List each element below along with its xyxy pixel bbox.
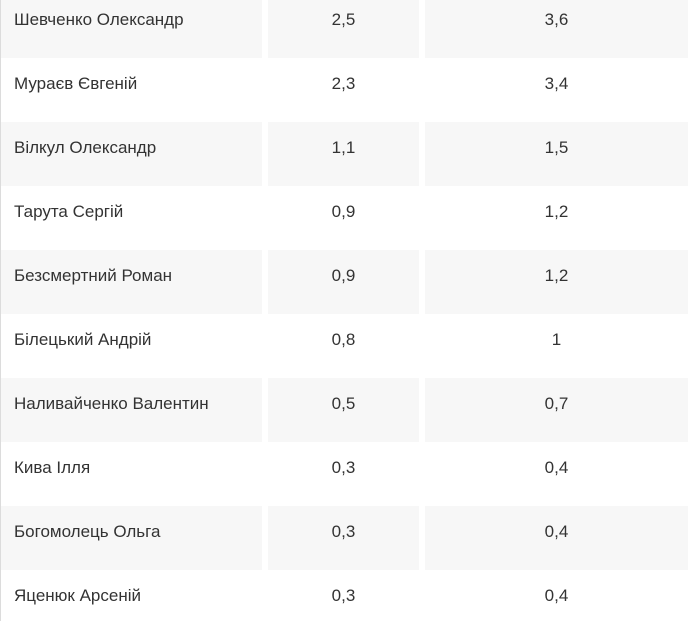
politician-name: Безсмертний Роман (1, 250, 262, 314)
table-row: Яценюк Арсеній 0,3 0,4 (1, 570, 688, 621)
rating-value-1: 0,3 (268, 442, 419, 506)
table-row: Кива Ілля 0,3 0,4 (1, 442, 688, 506)
table-row: Тарута Сергій 0,9 1,2 (1, 186, 688, 250)
table-row: Білецький Андрій 0,8 1 (1, 314, 688, 378)
table-row: Богомолець Ольга 0,3 0,4 (1, 506, 688, 570)
rating-value-1: 0,9 (268, 186, 419, 250)
table-row: Наливайченко Валентин 0,5 0,7 (1, 378, 688, 442)
rating-value-2: 0,4 (425, 442, 688, 506)
table-row: Вілкул Олександр 1,1 1,5 (1, 122, 688, 186)
rating-value-1: 2,3 (268, 58, 419, 122)
table-row: Мураєв Євгеній 2,3 3,4 (1, 58, 688, 122)
rating-value-1: 0,9 (268, 250, 419, 314)
politician-name: Наливайченко Валентин (1, 378, 262, 442)
rating-value-2: 1 (425, 314, 688, 378)
rating-value-2: 1,2 (425, 250, 688, 314)
rating-value-1: 0,3 (268, 570, 419, 621)
politician-name: Яценюк Арсеній (1, 570, 262, 621)
politician-name: Кива Ілля (1, 442, 262, 506)
rating-value-1: 1,1 (268, 122, 419, 186)
table-row: Шевченко Олександр 2,5 3,6 (1, 0, 688, 58)
rating-value-1: 0,8 (268, 314, 419, 378)
rating-value-2: 0,7 (425, 378, 688, 442)
politician-name: Вілкул Олександр (1, 122, 262, 186)
rating-value-1: 0,5 (268, 378, 419, 442)
rating-value-2: 1,2 (425, 186, 688, 250)
rating-value-2: 3,6 (425, 0, 688, 58)
table-row: Безсмертний Роман 0,9 1,2 (1, 250, 688, 314)
rating-value-2: 0,4 (425, 570, 688, 621)
politician-name: Тарута Сергій (1, 186, 262, 250)
rating-value-1: 0,3 (268, 506, 419, 570)
politician-name: Мураєв Євгеній (1, 58, 262, 122)
rating-value-2: 0,4 (425, 506, 688, 570)
rating-value-2: 3,4 (425, 58, 688, 122)
politician-name: Білецький Андрій (1, 314, 262, 378)
politician-name: Богомолець Ольга (1, 506, 262, 570)
rating-value-2: 1,5 (425, 122, 688, 186)
politician-name: Шевченко Олександр (1, 0, 262, 58)
rating-value-1: 2,5 (268, 0, 419, 58)
